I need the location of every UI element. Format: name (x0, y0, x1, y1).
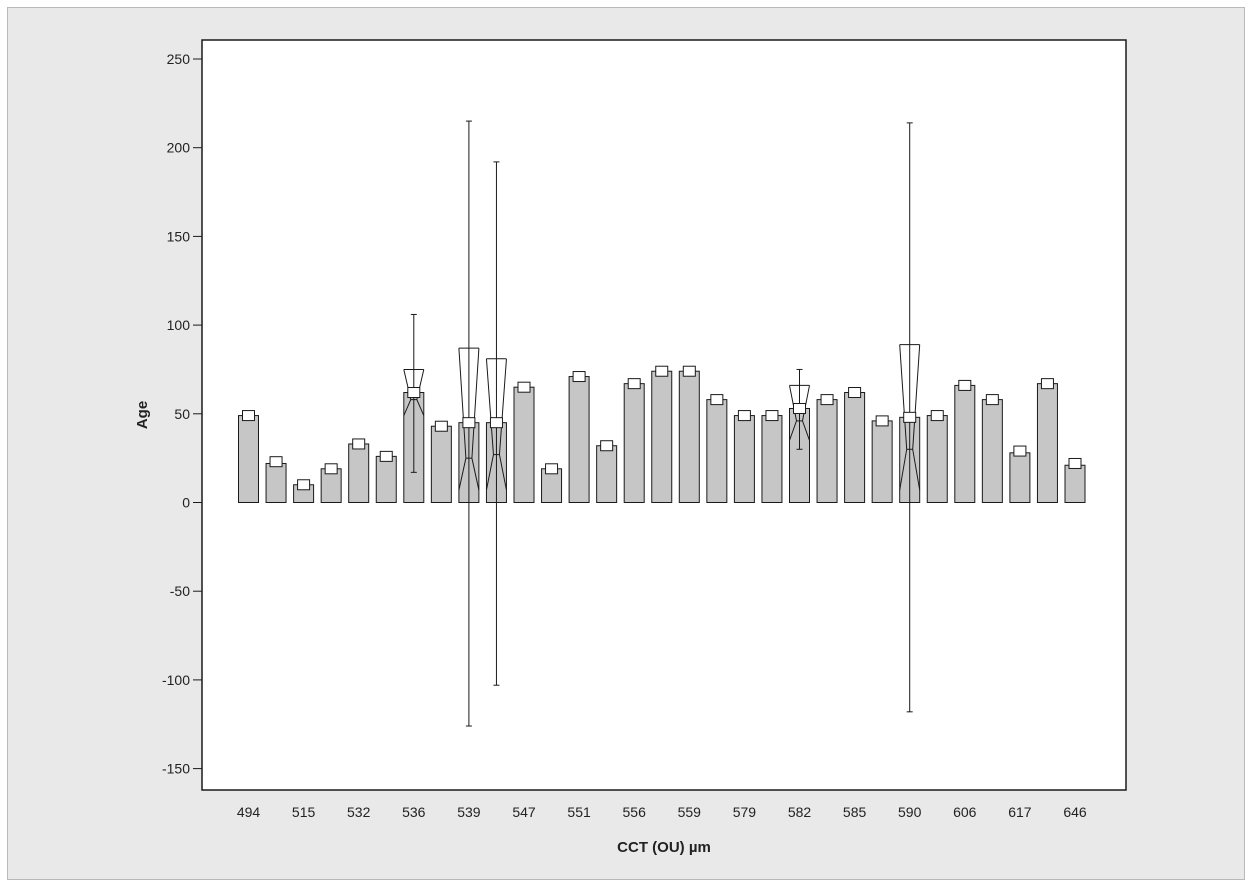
y-tick-label: -150 (162, 761, 190, 777)
x-tick-label: 536 (402, 804, 426, 820)
bar (1064, 464, 1086, 504)
mean-marker (765, 410, 779, 422)
bar (844, 392, 866, 503)
bar (430, 425, 452, 503)
x-tick-label: 494 (237, 804, 261, 820)
bar (1036, 383, 1058, 503)
mean-marker (600, 440, 614, 452)
bar (513, 386, 535, 503)
bar (375, 455, 397, 504)
bar (761, 415, 783, 504)
mean-marker (407, 387, 421, 399)
y-tick-label: -50 (170, 583, 190, 599)
mean-marker (1040, 378, 1054, 390)
mean-marker (242, 410, 255, 422)
y-axis-title: Age (134, 401, 151, 429)
y-tick-label: 50 (174, 406, 190, 422)
x-tick-label: 539 (457, 804, 481, 820)
y-tick-label: 200 (167, 140, 191, 156)
mean-marker (793, 402, 806, 414)
mean-marker (297, 479, 311, 491)
x-tick-label: 547 (512, 804, 536, 820)
bar (651, 370, 673, 503)
mean-marker (1013, 445, 1027, 457)
mean-marker (903, 411, 917, 423)
mean-marker (682, 365, 696, 377)
mean-marker (710, 394, 724, 406)
x-tick-label: 532 (347, 804, 371, 820)
mean-marker (324, 463, 338, 475)
x-tick-label: 515 (292, 804, 316, 820)
x-tick-label: 617 (1008, 804, 1032, 820)
mean-marker (489, 417, 503, 429)
bar (816, 399, 838, 503)
x-tick-label: 585 (843, 804, 867, 820)
bar (1009, 452, 1031, 504)
mean-marker (434, 420, 448, 432)
mean-marker (269, 456, 283, 468)
bar (623, 383, 645, 503)
bar (265, 462, 287, 503)
x-axis: 494 515 532 536 539 547 551 556 559 579 582 585 590 6… (237, 804, 1087, 820)
mean-marker (462, 417, 476, 429)
mean-marker (958, 379, 972, 391)
mean-marker (655, 365, 669, 377)
bar (678, 370, 700, 503)
x-tick-label: 556 (623, 804, 647, 820)
bar (238, 415, 259, 504)
mean-marker (352, 438, 366, 450)
mean-marker (848, 387, 862, 399)
y-axis: 250 200 150 100 50 0 -50 -100 -150 (162, 51, 202, 777)
x-tick-label: 559 (678, 804, 702, 820)
mean-marker (572, 371, 586, 383)
error-bar (403, 313, 425, 473)
bar (981, 399, 1003, 503)
bar (568, 376, 590, 503)
markers (242, 365, 1082, 491)
bar (733, 415, 755, 504)
x-tick-label: 606 (953, 804, 977, 820)
bar (706, 399, 728, 503)
x-axis-title: CCT (OU) µm (617, 839, 711, 856)
y-tick-label: -100 (162, 672, 190, 688)
mean-marker (379, 450, 393, 462)
x-tick-label: 590 (898, 804, 922, 820)
mean-marker (627, 378, 641, 390)
bar (871, 420, 893, 503)
x-tick-label: 646 (1063, 804, 1087, 820)
mean-marker (875, 415, 889, 427)
x-tick-label: 582 (788, 804, 812, 820)
y-tick-label: 250 (167, 51, 191, 67)
y-tick-label: 100 (167, 317, 191, 333)
mean-marker (1068, 457, 1082, 469)
x-tick-label: 579 (733, 804, 757, 820)
mean-marker (985, 394, 999, 406)
y-tick-label: 0 (182, 495, 190, 511)
mean-marker (737, 410, 751, 422)
y-tick-label: 150 (167, 228, 191, 244)
mean-marker (517, 381, 531, 393)
error-bars (403, 120, 921, 727)
mean-marker (820, 394, 834, 406)
mean-marker (930, 410, 944, 422)
bar (348, 443, 370, 504)
bar (926, 415, 948, 504)
bar (596, 445, 618, 503)
bar (954, 384, 976, 503)
mean-marker (545, 463, 559, 475)
x-tick-label: 551 (567, 804, 591, 820)
